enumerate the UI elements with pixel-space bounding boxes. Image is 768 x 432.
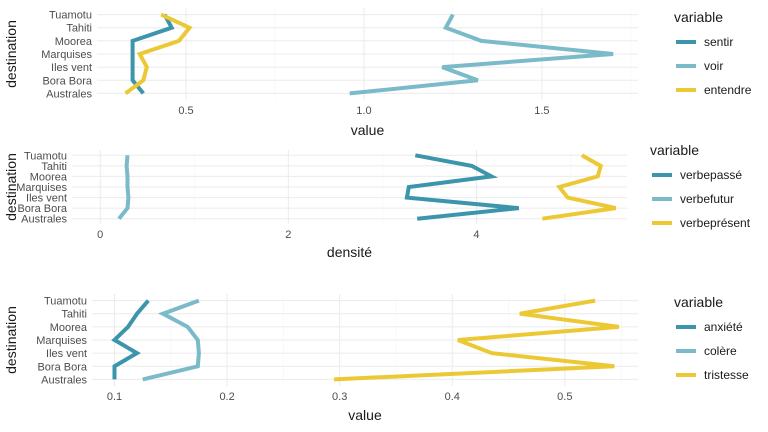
y-tick-label: Tuamotu — [24, 150, 67, 162]
series-line-colère — [142, 298, 201, 382]
legend-label: entendre — [704, 83, 752, 97]
y-tick-label: Moorea — [30, 171, 68, 183]
x-tick-label: 0.1 — [107, 391, 122, 403]
y-tick-label: Moorea — [55, 36, 93, 48]
x-tick-label: 0.5 — [557, 391, 572, 403]
series-line-sentir — [130, 13, 175, 95]
legend-title: variable — [674, 9, 723, 25]
x-tick-label: 2 — [285, 229, 291, 241]
y-tick-label: Marquises — [16, 182, 67, 194]
series-line-entendre — [124, 12, 193, 96]
y-tick-label: Tuamotu — [44, 296, 87, 308]
y-axis-title: destination — [3, 153, 19, 221]
y-tick-label: Iles vent — [51, 62, 92, 74]
series-line-verbeprésent — [542, 153, 617, 221]
x-axis-title: value — [351, 122, 385, 138]
legend-label: anxiété — [704, 320, 743, 334]
series-line-voir — [349, 13, 614, 96]
series-line-tristesse — [333, 298, 620, 382]
legend-label: tristesse — [704, 368, 749, 382]
y-tick-label: Marquises — [36, 335, 87, 347]
series-line-verbepassé — [404, 153, 520, 221]
series-line-anxiété — [111, 299, 150, 380]
y-axis-title: destination — [3, 20, 19, 88]
y-tick-label: Australes — [41, 374, 87, 386]
legend: variable anxiété colère tristesse — [674, 294, 749, 382]
x-tick-label: 0.5 — [178, 105, 193, 117]
y-tick-label: Marquises — [41, 49, 92, 61]
x-axis-title: densité — [327, 244, 372, 260]
x-tick-label: 0.2 — [219, 391, 234, 403]
legend-label: sentir — [704, 35, 733, 49]
y-tick-label: Australes — [21, 214, 67, 226]
x-tick-label: 0.3 — [332, 391, 347, 403]
y-tick-label: Bora Bora — [17, 203, 67, 215]
legend-title: variable — [674, 294, 723, 310]
y-axis-title: destination — [3, 306, 19, 374]
legend: variable sentir voir entendre — [674, 9, 752, 97]
x-tick-label: 1.0 — [356, 105, 371, 117]
x-tick-label: 0.4 — [445, 391, 460, 403]
x-tick-label: 0 — [97, 229, 103, 241]
y-tick-label: Tahiti — [61, 309, 87, 321]
y-tick-label: Tahiti — [41, 161, 67, 173]
y-tick-label: Iles vent — [46, 348, 87, 360]
x-tick-label: 4 — [473, 229, 479, 241]
x-axis-title: value — [348, 407, 382, 423]
y-tick-label: Iles vent — [26, 193, 67, 205]
x-tick-label: 1.5 — [534, 105, 549, 117]
series-line-verbefutur — [117, 155, 131, 220]
legend-label: colère — [704, 344, 737, 358]
y-tick-label: Bora Bora — [37, 361, 87, 373]
y-tick-label: Bora Bora — [42, 75, 92, 87]
y-tick-label: Tahiti — [66, 23, 92, 35]
legend-label: voir — [704, 59, 723, 73]
y-tick-label: Tuamotu — [49, 10, 92, 22]
legend-title: variable — [650, 142, 699, 158]
legend-label: verbeprésent — [680, 216, 751, 230]
legend-label: verbefutur — [680, 192, 734, 206]
legend-label: verbepassé — [680, 168, 742, 182]
legend: variable verbepassé verbefutur verbeprésent — [650, 142, 751, 230]
y-tick-label: Australes — [46, 88, 92, 100]
y-tick-label: Moorea — [50, 322, 88, 334]
